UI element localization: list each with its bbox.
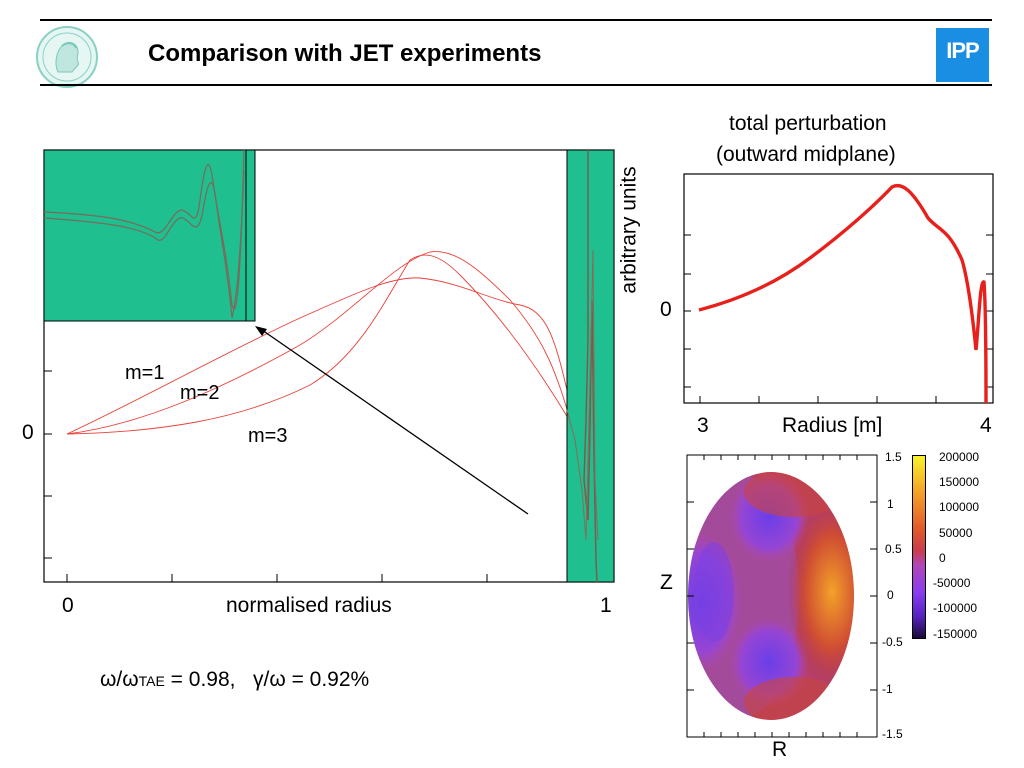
perturbation-x-tick-4: 4 [980,414,992,437]
perturbation-title-line1: total perturbation [729,112,887,135]
main-plot-y-tick-zero: 0 [22,421,34,444]
plasma-cross-section [688,472,854,720]
perturbation-x-tick-3: 3 [697,414,709,437]
main-plot-x-ticks [66,574,594,582]
perturbation-plot [683,173,994,404]
z-tick-0.5: 0.5 [885,542,902,556]
zoom-arrow-head [255,326,267,336]
colorbar-label-neg100000: -100000 [933,601,978,615]
colorbar-label-150000: 150000 [939,475,980,489]
z-tick-1.5: 1.5 [885,450,902,464]
header-rule-bottom [40,84,992,86]
zoom-arrow [261,329,529,515]
colorbar-label-100000: 100000 [939,500,980,514]
mode-curve-m3 [66,254,569,435]
growth-rate: γ/ω = 0.92% [253,668,370,691]
colorbar-label-neg150000: -150000 [933,627,978,641]
page-title: Comparison with JET experiments [148,40,542,67]
colorbar-label-200000: 200000 [939,450,980,464]
main-plot-x-tick-zero: 0 [62,594,74,617]
contour-ylabel: Z [660,571,673,594]
edge-oscillation-curve [583,150,598,583]
z-tick-neg0.5: -0.5 [882,635,903,649]
curve-label-m1: m=1 [125,362,165,384]
omega-ratio-prefix: ω/ω [100,668,139,691]
contour-plot-ticks [687,454,877,737]
header-rule-top [40,19,992,21]
colorbar-label-50000: 50000 [939,526,973,540]
curve-label-m2: m=2 [180,382,220,404]
colorbar-label-0: 0 [939,551,946,565]
omega-ratio-subscript: TAE [138,673,165,689]
perturbation-ylabel: arbitrary units [617,166,641,294]
omega-ratio-value: = 0.98, [164,668,236,691]
z-tick-neg1.5: -1.5 [882,727,903,741]
mode-curve-m2 [66,251,571,435]
ipp-logo: IPP [936,28,989,82]
main-plot-x-tick-one: 1 [600,594,612,617]
perturbation-y-tick-zero: 0 [660,298,672,321]
main-mode-plot [43,149,615,583]
mode-structure-contour-plot [686,454,878,738]
colorbar-label-neg50000: -50000 [933,576,971,590]
z-tick-0: 0 [887,588,894,602]
frequency-growth-formula: ω/ωTAE = 0.98, γ/ω = 0.92% [100,668,369,692]
colorbar [912,455,926,639]
z-tick-neg1: -1 [882,682,893,696]
z-tick-1: 1 [887,497,894,511]
mpg-seal-logo [36,26,98,88]
perturbation-title-line2: (outward midplane) [716,143,896,166]
main-plot-xlabel: normalised radius [226,594,392,617]
curve-label-m3: m=3 [248,425,288,447]
contour-xlabel: R [772,738,788,761]
mode-curve-m1 [66,277,569,435]
perturbation-xlabel: Radius [m] [782,414,883,437]
perturbation-y-ticks [684,234,993,388]
perturbation-plot-frame [683,173,994,404]
inset-curve-2 [43,169,245,319]
edge-oscillation-curve-2 [566,249,599,541]
perturbation-curve [698,184,988,404]
